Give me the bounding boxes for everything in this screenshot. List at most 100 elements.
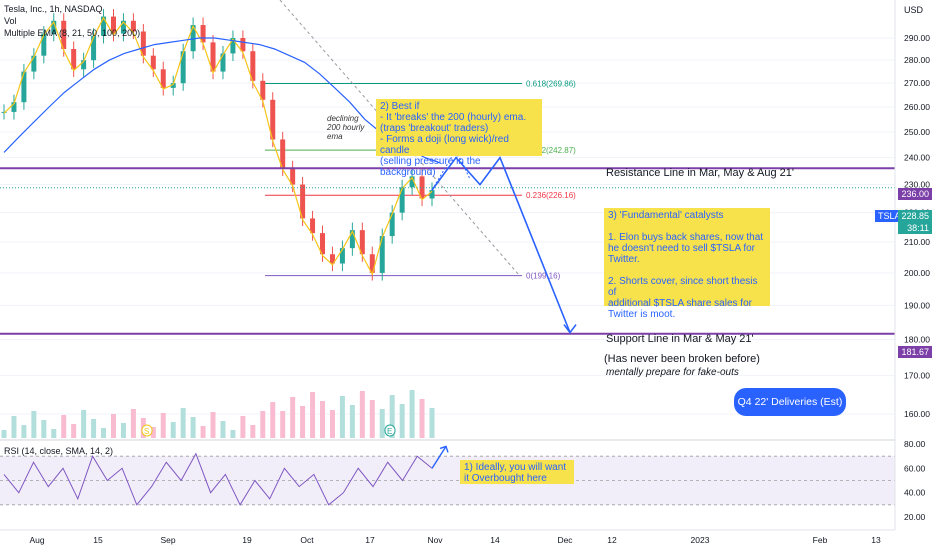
volume-bar <box>190 417 196 438</box>
volume-bar <box>220 421 226 438</box>
candle-body <box>409 176 415 188</box>
deliveries-pill: Q4 22' Deliveries (Est) <box>734 388 846 416</box>
volume-bar <box>91 419 97 438</box>
candle-body <box>180 51 186 84</box>
price-tick-label: 290.00 <box>904 33 930 43</box>
volume-bar <box>260 411 266 438</box>
volume-bar <box>150 427 156 438</box>
fib-label: 0.236(226.16) <box>526 191 576 200</box>
projection-line <box>431 155 571 333</box>
candle-body <box>31 55 37 72</box>
candle-body <box>91 35 97 61</box>
marker-s-badge <box>141 424 153 437</box>
volume-bar <box>120 423 126 438</box>
volume-bar <box>320 401 326 438</box>
ema-200-line <box>3 37 441 164</box>
projection-path <box>431 148 577 334</box>
marker-e-text: E <box>387 427 392 436</box>
volume-bar <box>419 399 425 438</box>
candle-body <box>250 51 256 81</box>
volume-bar <box>31 411 37 438</box>
time-tick-label: 12 <box>607 535 617 545</box>
candle-body <box>349 230 355 249</box>
candle-body <box>220 53 226 72</box>
candle-body <box>419 176 425 199</box>
candle-body <box>339 248 345 264</box>
volume-bar <box>110 414 116 438</box>
price-tick-label: 270.00 <box>904 78 930 88</box>
candle-body <box>130 20 136 32</box>
candle-body <box>369 254 375 273</box>
candle-body <box>300 184 306 219</box>
volume-bar <box>160 413 166 438</box>
candle-body <box>120 20 126 34</box>
price-tick-label: 160.00 <box>904 409 930 419</box>
candle-body <box>389 212 395 237</box>
rsi-note: 1) Ideally, you will want it Overbought … <box>460 460 574 484</box>
fib-label: 0.382(242.87) <box>526 146 576 155</box>
candle-body <box>51 20 57 34</box>
volume-bar <box>429 408 435 438</box>
volume-label: Vol <box>4 16 17 26</box>
volume-bar <box>21 425 27 438</box>
candle-body <box>329 254 335 264</box>
volume-bar <box>409 390 415 438</box>
currency-label: USD <box>904 5 924 15</box>
volume-bar <box>240 416 246 438</box>
time-tick-label: Oct <box>300 535 314 545</box>
price-tick-label: 280.00 <box>904 55 930 65</box>
volume-bar <box>329 410 335 438</box>
time-tick-label: 13 <box>871 535 881 545</box>
candle-body <box>359 230 365 255</box>
volume-bar <box>51 429 57 438</box>
candle-body <box>200 25 206 43</box>
support-tag: 181.67 <box>898 346 932 358</box>
ema-label: Multiple EMA (8, 21, 50, 100, 200) <box>4 28 141 38</box>
volume-bar <box>300 406 306 438</box>
volume-bar <box>130 409 136 438</box>
time-tick-label: 15 <box>93 535 103 545</box>
volume-bar <box>339 396 345 438</box>
fakeouts-text: mentally prepare for fake-outs <box>606 367 739 378</box>
time-tick-label: 17 <box>365 535 375 545</box>
candle-body <box>61 20 67 49</box>
price-tick-label: 210.00 <box>904 237 930 247</box>
time-tick-label: Sep <box>160 535 175 545</box>
volume-bar <box>280 411 286 438</box>
candle-body <box>270 99 276 140</box>
candle-body <box>290 168 296 185</box>
rsi-tick-label: 80.00 <box>904 439 926 449</box>
rsi-projection-line <box>431 446 447 469</box>
symbol-title: Tesla, Inc., 1h, NASDAQ <box>4 4 103 14</box>
candle-body <box>280 139 286 169</box>
resistance-text: Resistance Line in Mar, May & Aug 21' <box>606 167 794 179</box>
volume-bars <box>1 390 435 438</box>
marker-s-text: S <box>144 427 149 436</box>
price-tick-label: 180.00 <box>904 335 930 345</box>
time-tick-label: Aug <box>29 535 44 545</box>
candle-body <box>160 69 166 88</box>
marker-e-badge <box>384 424 396 437</box>
volume-bar <box>230 430 236 438</box>
price-tick-label: 240.00 <box>904 153 930 163</box>
projection-arrowhead <box>563 324 577 334</box>
rsi-line <box>3 452 433 506</box>
volume-bar <box>200 426 206 438</box>
volume-bar <box>290 397 296 438</box>
price-tick-label: 200.00 <box>904 268 930 278</box>
candle-body <box>11 102 17 112</box>
volume-bar <box>170 422 176 438</box>
volume-bar <box>349 405 355 438</box>
candle-body <box>190 25 196 52</box>
time-tick-label: Dec <box>557 535 573 545</box>
fib-label: 0(199.16) <box>526 272 561 281</box>
candle-body <box>110 16 116 34</box>
candle-body <box>429 190 435 199</box>
candle-body <box>310 218 316 234</box>
resistance-tag: 236.00 <box>898 188 932 200</box>
best-if-note: 2) Best if - It 'breaks' the 200 (hourly… <box>376 99 542 178</box>
volume-bar <box>71 424 77 438</box>
ema-fast-line <box>3 16 433 276</box>
